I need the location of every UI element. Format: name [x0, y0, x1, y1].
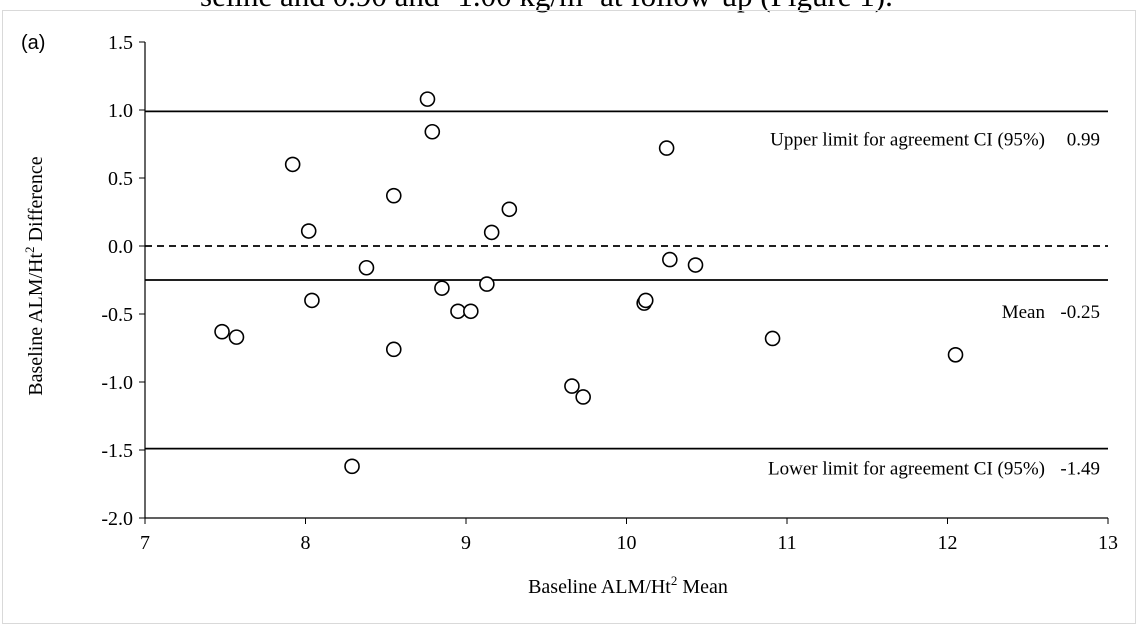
data-point	[358, 259, 375, 276]
data-point	[764, 330, 781, 347]
data-point	[501, 201, 518, 218]
x-tick-label: 7	[140, 532, 150, 554]
data-point	[228, 329, 245, 345]
x-tick-label: 13	[1098, 532, 1118, 554]
reference-lines	[145, 110, 1108, 450]
data-point	[637, 292, 654, 309]
header-text-fragment: seline and 0.90 and -1.00 kg/m² at follo…	[0, 0, 1140, 18]
x-tick-label: 10	[617, 532, 637, 554]
data-point	[284, 156, 301, 173]
x-tick-label: 9	[461, 532, 471, 554]
y-tick-label: -1.5	[101, 440, 133, 462]
data-point	[450, 303, 466, 320]
reference-line-value: -1.49	[1060, 459, 1100, 480]
data-point	[344, 458, 360, 475]
data-point	[687, 257, 704, 273]
chart-frame	[2, 10, 1136, 624]
panel-label: (a)	[21, 32, 45, 54]
ticks: 1.5 1.0 0.5 0.0 -0.5 -1.0 -1.5 -2.0 7 8 9 10 11 12 13	[101, 32, 1118, 554]
data-point	[424, 123, 441, 140]
x-axis-label: Baseline ALM/Ht2 Mean	[528, 573, 728, 598]
data-points	[214, 91, 964, 475]
data-point	[575, 389, 591, 405]
data-point	[304, 292, 320, 309]
x-tick-label: 11	[777, 532, 796, 554]
data-point	[658, 140, 675, 156]
y-tick-label: 1.0	[108, 100, 133, 122]
y-tick-label: 0.5	[108, 168, 133, 190]
reference-line-label: Mean	[1002, 302, 1046, 323]
y-tick-label: -1.0	[101, 372, 133, 394]
data-point	[419, 91, 436, 107]
x-tick-label: 12	[938, 532, 958, 554]
reference-labels: Upper limit for agreement CI (95%) 0.99 Me…	[768, 129, 1100, 479]
y-tick-label: 0.0	[108, 236, 133, 258]
y-axis-label: Baseline ALM/Ht2 Difference	[22, 156, 47, 396]
reference-line-label: Lower limit for agreement CI (95%)	[768, 459, 1045, 480]
data-point	[385, 341, 402, 358]
data-point	[947, 346, 964, 363]
data-point	[434, 280, 450, 296]
reference-line-value: 0.99	[1067, 129, 1100, 150]
y-tick-label: -2.0	[101, 508, 133, 530]
reference-line-label: Upper limit for agreement CI (95%)	[770, 129, 1045, 150]
data-point	[300, 223, 317, 239]
y-tick-label: 1.5	[108, 32, 133, 54]
data-point	[214, 323, 230, 340]
x-tick-label: 8	[301, 532, 311, 554]
data-point	[564, 378, 580, 394]
data-point	[662, 251, 678, 268]
data-point	[463, 303, 479, 320]
data-point	[483, 224, 500, 241]
data-point	[479, 276, 495, 292]
data-point	[385, 187, 402, 204]
reference-line-value: -0.25	[1060, 302, 1100, 323]
y-tick-label: -0.5	[101, 304, 133, 326]
